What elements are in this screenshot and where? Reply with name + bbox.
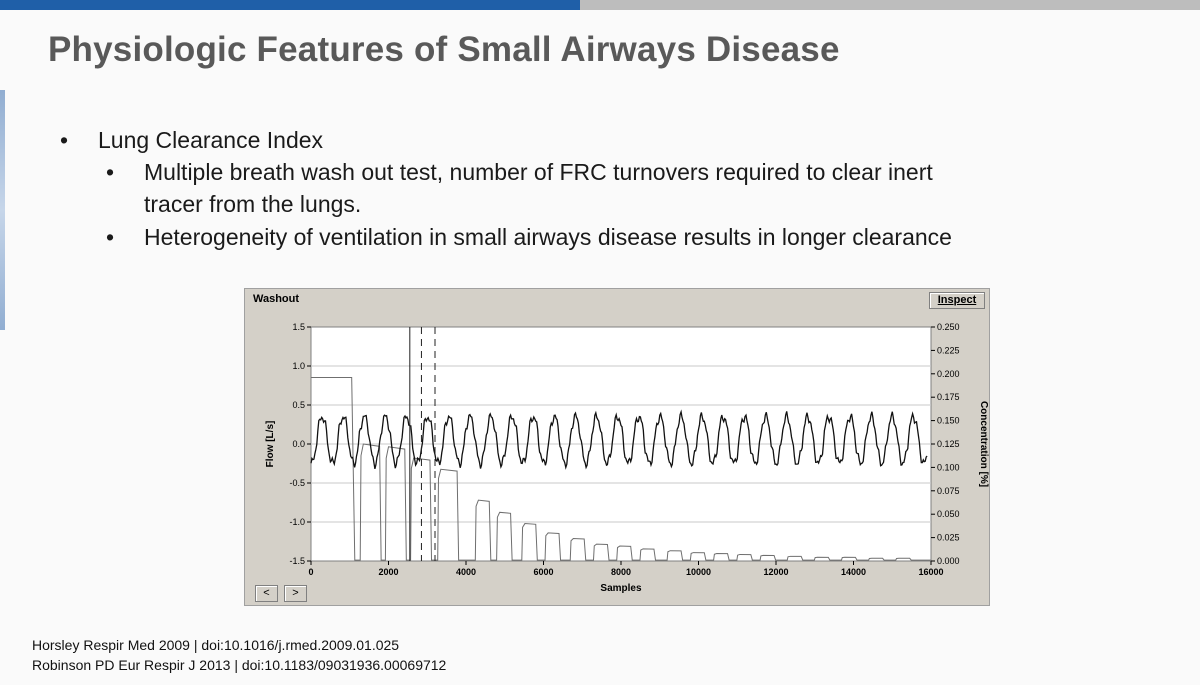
reference-2: Robinson PD Eur Respir J 2013 | doi:10.1…	[32, 657, 447, 673]
bullet-washout-line2: tracer from the lungs.	[144, 191, 362, 217]
x-tick-label: 0	[308, 567, 313, 577]
y-right-tick-label: 0.000	[937, 556, 960, 566]
bullet-dot: •	[60, 127, 69, 153]
bullet-lci-text: Lung Clearance Index	[98, 127, 324, 153]
y-right-tick-label: 0.150	[937, 416, 960, 426]
x-tick-label: 14000	[841, 567, 866, 577]
x-tick-label: 16000	[918, 567, 943, 577]
reference-1: Horsley Respir Med 2009 | doi:10.1016/j.…	[32, 637, 400, 653]
bullet-dot: •	[106, 159, 115, 185]
bullet-heterogeneity-text: Heterogeneity of ventilation in small ai…	[144, 224, 952, 250]
inspect-button[interactable]: Inspect	[929, 292, 985, 309]
y-left-axis-label: Flow [L/s]	[265, 421, 276, 468]
y-right-tick-label: 0.100	[937, 462, 960, 472]
x-axis-label: Samples	[600, 583, 642, 594]
washout-figure: Washout Inspect 1.5 1.0 0.5 0.0 -0.5 -1.0 -1.5…	[244, 288, 990, 606]
bullet-washout-line1: Multiple breath wash out test, number of…	[144, 159, 933, 185]
y-right-tick-label: 0.125	[937, 439, 960, 449]
y-right-tick-label: 0.200	[937, 369, 960, 379]
x-tick-label: 8000	[611, 567, 631, 577]
bullet-dot: •	[106, 224, 115, 250]
x-tick-label: 4000	[456, 567, 476, 577]
y-left-tick-label: 0.5	[292, 400, 305, 410]
washout-chart: 1.5 1.0 0.5 0.0 -0.5 -1.0 -1.5 0.250 0.225 0.200 0…	[265, 322, 989, 594]
panel-title: Washout	[253, 293, 300, 305]
next-button[interactable]: >	[284, 585, 307, 602]
x-tick-label: 2000	[378, 567, 398, 577]
y-right-tick-label: 0.025	[937, 533, 960, 543]
x-tick-label: 10000	[686, 567, 711, 577]
y-left-tick-label: -1.0	[289, 517, 305, 527]
x-tick-label: 12000	[763, 567, 788, 577]
x-tick-label: 6000	[533, 567, 553, 577]
y-left-tick-label: -1.5	[289, 556, 305, 566]
y-right-tick-label: 0.225	[937, 345, 960, 355]
y-left-tick-label: 1.0	[292, 361, 305, 371]
top-gray-bar	[580, 0, 1200, 10]
y-right-axis-label: Concentration [%]	[978, 401, 989, 487]
y-left-tick-label: 1.5	[292, 322, 305, 332]
y-right-tick-label: 0.175	[937, 392, 960, 402]
series-concentration	[311, 377, 931, 561]
y-left-tick-label: 0.0	[292, 439, 305, 449]
prev-button[interactable]: <	[255, 585, 278, 602]
slide-title: Physiologic Features of Small Airways Di…	[48, 30, 840, 69]
y-left-tick-label: -0.5	[289, 478, 305, 488]
y-right-tick-label: 0.050	[937, 509, 960, 519]
y-right-tick-label: 0.075	[937, 486, 960, 496]
series-flow	[310, 409, 928, 470]
left-accent-strip	[0, 90, 5, 330]
y-right-tick-label: 0.250	[937, 322, 960, 332]
top-accent-bar	[0, 0, 580, 10]
